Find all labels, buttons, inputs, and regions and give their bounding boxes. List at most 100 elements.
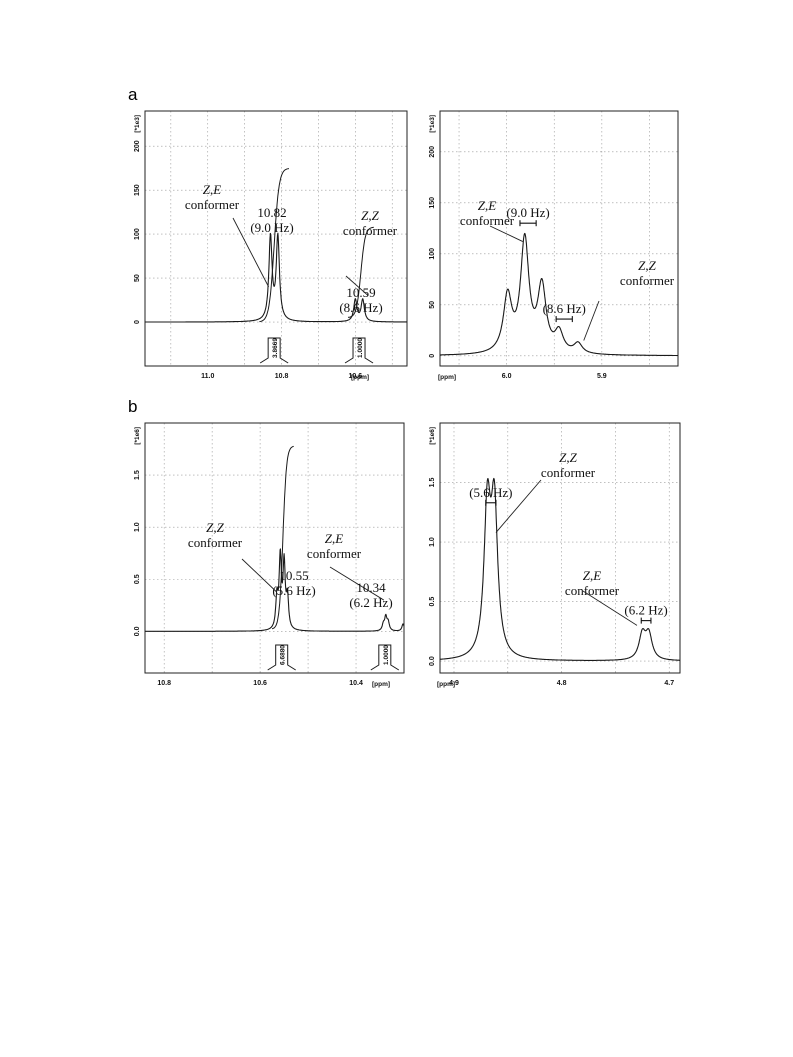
annotation-text: E bbox=[334, 531, 343, 546]
annotation-line: 10.34 bbox=[356, 580, 386, 595]
x-tick-label: 4.9 bbox=[449, 680, 459, 687]
integral-value-label: 3.8669 bbox=[272, 338, 279, 358]
annotation-label: 10.59 (8.6 Hz) bbox=[339, 285, 382, 315]
integral-value-label: 1.0000 bbox=[357, 338, 364, 358]
annotation-text: Z bbox=[217, 520, 225, 535]
annotation-text: conformer bbox=[185, 197, 240, 212]
y-tick-label: 100 bbox=[429, 248, 436, 260]
annotation-line: 10.55 bbox=[279, 568, 308, 583]
annotation-text: Z bbox=[649, 258, 657, 273]
annotation-text: Z bbox=[206, 520, 214, 535]
coupling-constant-label: (9.0 Hz) bbox=[506, 205, 549, 220]
annotation-text: 10.59 bbox=[346, 285, 375, 300]
annotation-text: Z bbox=[478, 198, 486, 213]
annotation-label: 10.82 (9.0 Hz) bbox=[250, 205, 293, 235]
spectrum-trace bbox=[439, 477, 681, 661]
spectrum-trace bbox=[439, 232, 679, 357]
annotation-line: conformer bbox=[343, 223, 398, 238]
y-tick-label: 0 bbox=[429, 354, 436, 358]
x-tick-label: 10.8 bbox=[157, 680, 171, 687]
annotation-label: 10.34 (6.2 Hz) bbox=[349, 580, 392, 610]
panel-label-b: b bbox=[128, 397, 137, 416]
plot-frame bbox=[144, 422, 405, 674]
y-tick-label: 1.0 bbox=[134, 522, 141, 532]
annotation-line: conformer bbox=[620, 273, 675, 288]
annotation-text: E bbox=[592, 568, 601, 583]
y-tick-label: 50 bbox=[429, 301, 436, 309]
y-tick-label: 0.0 bbox=[429, 656, 436, 666]
x-tick-label: 10.4 bbox=[349, 680, 363, 687]
annotation-text: , bbox=[485, 198, 488, 213]
x-axis-unit-label: [ppm] bbox=[438, 374, 456, 381]
x-tick-label: 4.8 bbox=[557, 680, 567, 687]
chart-panel-a: 11.0 10.8 10.6 0 50 100 150 200 [*1e3] [ppm] 3.866… bbox=[134, 110, 408, 381]
y-tick-label: 0 bbox=[134, 320, 141, 324]
y-tick-label: 200 bbox=[134, 140, 141, 152]
annotation-text: conformer bbox=[188, 535, 243, 550]
annotation-text: Z bbox=[559, 450, 567, 465]
annotation-line: Z,Z bbox=[206, 520, 224, 535]
annotation-label: Z,Z conformer bbox=[541, 450, 596, 480]
y-tick-label: 1.0 bbox=[429, 537, 436, 547]
y-tick-label: 0.0 bbox=[134, 626, 141, 636]
annotation-text: , bbox=[332, 531, 335, 546]
annotation-text: (9.0 Hz) bbox=[250, 220, 293, 235]
coupling-constant-label: (8.6 Hz) bbox=[543, 301, 586, 316]
coupling-constant-label: (6.2 Hz) bbox=[624, 603, 667, 618]
annotation-line: conformer bbox=[188, 535, 243, 550]
annotation-text: conformer bbox=[460, 213, 515, 228]
y-tick-label: 0.5 bbox=[134, 574, 141, 584]
annotation-leader-line bbox=[489, 225, 524, 242]
integral-curve bbox=[347, 226, 374, 318]
annotation-text: (5.6 Hz) bbox=[272, 583, 315, 598]
annotation-line: Z,E bbox=[325, 531, 343, 546]
annotation-line: Z,Z bbox=[638, 258, 656, 273]
x-axis-unit-label: [ppm] bbox=[351, 374, 369, 381]
annotation-line: Z,E bbox=[203, 182, 221, 197]
plot-frame bbox=[144, 110, 408, 367]
annotation-leader-line bbox=[241, 558, 277, 593]
annotation-line: conformer bbox=[460, 213, 515, 228]
annotation-label: Z,E conformer bbox=[565, 568, 620, 598]
chart-panel-a-inset: 6.0 5.9 0 50 100 150 200 [*1e3] [ppm] (9.0 Hz) (8.… bbox=[429, 110, 679, 381]
annotation-text: Z bbox=[583, 568, 591, 583]
x-tick-label: 6.0 bbox=[502, 373, 512, 380]
annotation-text: Z bbox=[361, 208, 369, 223]
annotation-line: 10.59 bbox=[346, 285, 375, 300]
annotation-text: E bbox=[212, 182, 221, 197]
plot-frame bbox=[439, 110, 679, 367]
panel-label-a: a bbox=[128, 85, 138, 104]
annotation-line: Z,Z bbox=[559, 450, 577, 465]
annotation-line: Z,Z bbox=[361, 208, 379, 223]
annotation-text: 10.82 bbox=[257, 205, 286, 220]
annotation-label: Z,Z conformer bbox=[620, 258, 675, 288]
annotation-text: , bbox=[566, 450, 569, 465]
annotation-text: conformer bbox=[343, 223, 398, 238]
annotation-label: Z,Z conformer bbox=[188, 520, 243, 550]
x-tick-label: 10.8 bbox=[275, 373, 289, 380]
annotation-text: conformer bbox=[565, 583, 620, 598]
annotation-text: E bbox=[487, 198, 496, 213]
annotation-line: (5.6 Hz) bbox=[272, 583, 315, 598]
annotation-label: Z,E conformer bbox=[307, 531, 362, 561]
annotation-leader-line bbox=[583, 300, 600, 341]
integral-value-label: 6.6880 bbox=[280, 645, 287, 665]
annotation-text: (6.2 Hz) bbox=[349, 595, 392, 610]
annotation-text: Z bbox=[570, 450, 578, 465]
annotation-line: 10.82 bbox=[257, 205, 286, 220]
annotation-text: conformer bbox=[541, 465, 596, 480]
annotation-line: conformer bbox=[565, 583, 620, 598]
annotation-line: Z,E bbox=[478, 198, 496, 213]
annotation-text: , bbox=[368, 208, 371, 223]
y-tick-label: 1.5 bbox=[429, 478, 436, 488]
annotation-line: (8.6 Hz) bbox=[339, 300, 382, 315]
y-tick-label: 150 bbox=[134, 184, 141, 196]
x-tick-label: 10.6 bbox=[349, 373, 363, 380]
annotation-text: conformer bbox=[620, 273, 675, 288]
x-axis-unit-label: [ppm] bbox=[372, 681, 390, 688]
y-tick-label: 150 bbox=[429, 197, 436, 209]
y-axis-unit-label: [*1e3] bbox=[429, 115, 436, 133]
coupling-constant-label: (5.6 Hz) bbox=[469, 485, 512, 500]
chart-panel-b: 10.8 10.6 10.4 0.0 0.5 1.0 1.5 [*1e6] [ppm] 6.688… bbox=[134, 422, 405, 688]
